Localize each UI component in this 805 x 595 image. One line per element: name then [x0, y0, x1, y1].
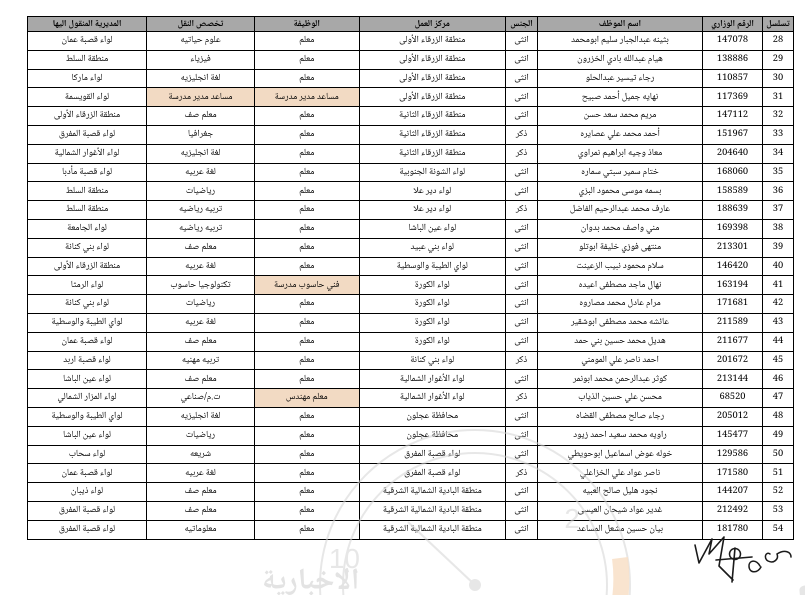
svg-text:جفرا: جفرا: [795, 563, 805, 595]
svg-text:10: 10: [329, 543, 360, 574]
svg-text:الاخبارية: الاخبارية: [262, 558, 359, 595]
